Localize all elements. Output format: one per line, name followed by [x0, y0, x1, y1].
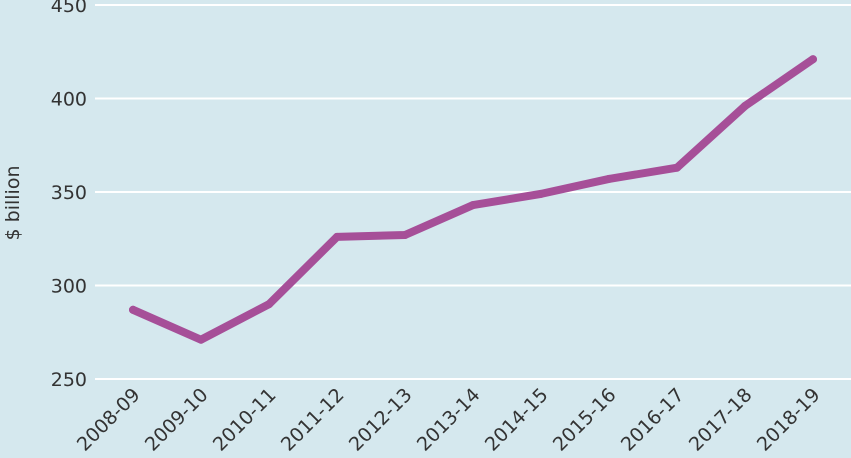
- x-tick-label: 2016-17: [617, 384, 689, 456]
- x-tick-labels: 2008-092009-102010-112011-122012-132013-…: [73, 384, 825, 456]
- data-point: [197, 335, 205, 344]
- data-point: [401, 231, 409, 240]
- x-tick-label: 2015-16: [549, 384, 621, 456]
- data-point: [537, 189, 545, 198]
- x-tick-label: 2009-10: [141, 384, 213, 456]
- series-line: [129, 55, 817, 344]
- y-tick-label: 450: [51, 0, 87, 17]
- data-point: [129, 305, 137, 314]
- data-point: [809, 55, 817, 64]
- x-tick-label: 2008-09: [73, 384, 145, 456]
- x-tick-label: 2013-14: [413, 384, 485, 456]
- y-tick-label: 400: [51, 89, 87, 111]
- x-tick-label: 2018-19: [753, 384, 825, 456]
- x-tick-label: 2010-11: [209, 384, 281, 456]
- x-tick-label: 2017-18: [685, 384, 757, 456]
- x-tick-label: 2014-15: [481, 384, 553, 456]
- x-tick-label: 2012-13: [345, 384, 417, 456]
- data-point: [673, 163, 681, 172]
- y-tick-label: 300: [51, 276, 87, 298]
- y-tick-label: 250: [51, 369, 87, 391]
- data-point: [605, 174, 613, 183]
- y-axis-title: $ billion: [2, 166, 24, 241]
- data-point: [741, 101, 749, 110]
- data-point: [265, 300, 273, 309]
- series-group: [129, 55, 817, 344]
- x-tick-label: 2011-12: [277, 384, 349, 456]
- data-point: [469, 201, 477, 210]
- y-tick-label: 350: [51, 182, 87, 204]
- gridlines: [95, 4, 851, 380]
- data-point: [333, 232, 341, 241]
- y-tick-labels: 250 300 350 400 450: [51, 0, 87, 391]
